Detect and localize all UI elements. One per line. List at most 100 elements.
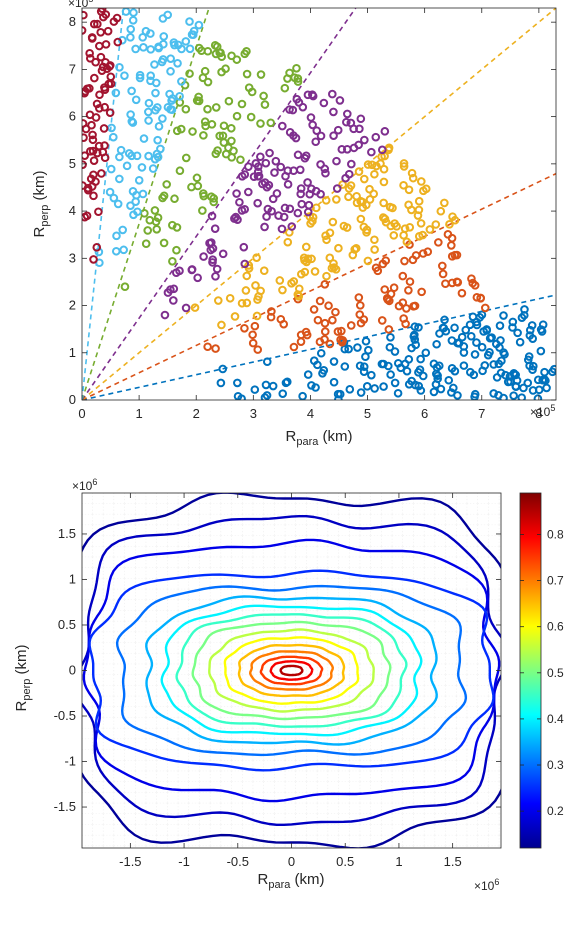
scatter-point bbox=[477, 310, 487, 320]
scatter-point bbox=[470, 281, 480, 290]
scatter-point bbox=[379, 177, 389, 187]
scatter-point bbox=[98, 147, 108, 157]
scatter-point bbox=[334, 243, 343, 253]
scatter-point bbox=[148, 164, 158, 173]
scatter-point bbox=[213, 146, 222, 155]
scatter-point bbox=[101, 10, 111, 19]
scatter-point bbox=[278, 121, 287, 131]
scatter-point bbox=[370, 235, 379, 245]
scatter-point bbox=[267, 307, 276, 316]
scatter-point bbox=[414, 323, 423, 332]
scatter-point bbox=[262, 182, 272, 192]
x-tick-label: 2 bbox=[193, 406, 200, 421]
scatter-point bbox=[297, 199, 307, 209]
scatter-point bbox=[221, 149, 231, 159]
scatter-point bbox=[440, 315, 449, 325]
scatter-point bbox=[212, 42, 222, 51]
colorbar-tick-label: 0.3 bbox=[547, 758, 564, 772]
scatter-point bbox=[399, 231, 408, 240]
scatter-point bbox=[356, 318, 366, 328]
scatter-point bbox=[280, 203, 290, 213]
scatter-point bbox=[363, 256, 373, 266]
scatter-point bbox=[181, 303, 191, 313]
scatter-point bbox=[320, 280, 330, 289]
scatter-point bbox=[119, 245, 128, 255]
scatter-point bbox=[166, 67, 175, 76]
scatter-point bbox=[509, 391, 518, 400]
scatter-point bbox=[448, 212, 457, 221]
scatter-point bbox=[253, 295, 262, 304]
x-tick-label: 5 bbox=[364, 406, 371, 421]
scatter-point bbox=[158, 114, 167, 123]
scatter-point bbox=[459, 348, 469, 357]
x-tick-label: 6 bbox=[421, 406, 428, 421]
scatter-point bbox=[159, 39, 168, 49]
scatter-point bbox=[82, 133, 88, 142]
scatter-point bbox=[100, 85, 110, 94]
sector-boundary-line bbox=[82, 8, 357, 400]
scatter-point bbox=[361, 352, 370, 362]
scatter-point bbox=[359, 362, 369, 372]
scatter-point bbox=[128, 118, 138, 127]
scatter-point bbox=[370, 384, 379, 393]
scatter-point bbox=[404, 285, 413, 295]
scatter-point bbox=[356, 214, 366, 224]
scatter-point bbox=[251, 159, 261, 168]
x-tick-label: 1.5 bbox=[444, 854, 462, 869]
contour-level bbox=[82, 515, 501, 826]
scatter-point bbox=[467, 274, 476, 283]
scatter-point bbox=[208, 258, 217, 267]
scatter-point bbox=[300, 267, 310, 277]
scatter-point bbox=[408, 173, 418, 183]
scatter-point bbox=[293, 74, 303, 83]
scatter-point bbox=[468, 312, 478, 322]
scatter-point bbox=[285, 105, 294, 114]
scatter-point bbox=[306, 113, 316, 122]
scatter-point bbox=[132, 151, 142, 161]
scatter-y-axis-label: Rperp (km) bbox=[31, 170, 51, 237]
scatter-point bbox=[241, 286, 251, 295]
scatter-point bbox=[465, 320, 475, 330]
scatter-point bbox=[534, 385, 544, 395]
scatter-point bbox=[418, 230, 427, 240]
scatter-point bbox=[417, 287, 426, 297]
scatter-point bbox=[219, 138, 229, 147]
scatter-point bbox=[285, 128, 295, 137]
contour-level bbox=[191, 620, 392, 721]
scatter-point bbox=[404, 355, 414, 364]
scatter-point bbox=[177, 77, 186, 86]
scatter-point bbox=[143, 226, 153, 235]
scatter-point bbox=[511, 370, 521, 380]
x-tick-label: 8 bbox=[535, 406, 542, 421]
scatter-point bbox=[89, 156, 99, 165]
scatter-point bbox=[139, 43, 148, 52]
scatter-point bbox=[447, 364, 457, 373]
scatter-point bbox=[303, 370, 313, 379]
scatter-point bbox=[457, 288, 467, 298]
scatter-point bbox=[96, 52, 106, 62]
contour-level bbox=[160, 604, 423, 737]
scatter-point bbox=[206, 245, 216, 255]
scatter-point bbox=[218, 364, 228, 374]
scatter-point bbox=[322, 271, 331, 281]
sector-boundary-line bbox=[82, 8, 125, 400]
scatter-point bbox=[362, 382, 372, 391]
scatter-point bbox=[159, 191, 169, 201]
scatter-point bbox=[209, 194, 219, 203]
scatter-point bbox=[203, 342, 212, 352]
scatter-point bbox=[216, 378, 226, 388]
contour-level bbox=[269, 660, 314, 681]
scatter-point bbox=[450, 323, 459, 333]
scatter-point bbox=[249, 172, 259, 182]
scatter-point bbox=[379, 213, 388, 222]
scatter-point bbox=[432, 339, 441, 349]
scatter-point bbox=[207, 211, 217, 221]
scatter-point bbox=[141, 239, 151, 248]
scatter-point bbox=[500, 350, 509, 359]
scatter-point bbox=[187, 182, 196, 192]
scatter-point bbox=[370, 245, 379, 254]
scatter-point bbox=[379, 359, 388, 369]
scatter-point bbox=[231, 212, 241, 222]
scatter-point bbox=[144, 151, 153, 161]
scatter-point bbox=[82, 88, 89, 98]
